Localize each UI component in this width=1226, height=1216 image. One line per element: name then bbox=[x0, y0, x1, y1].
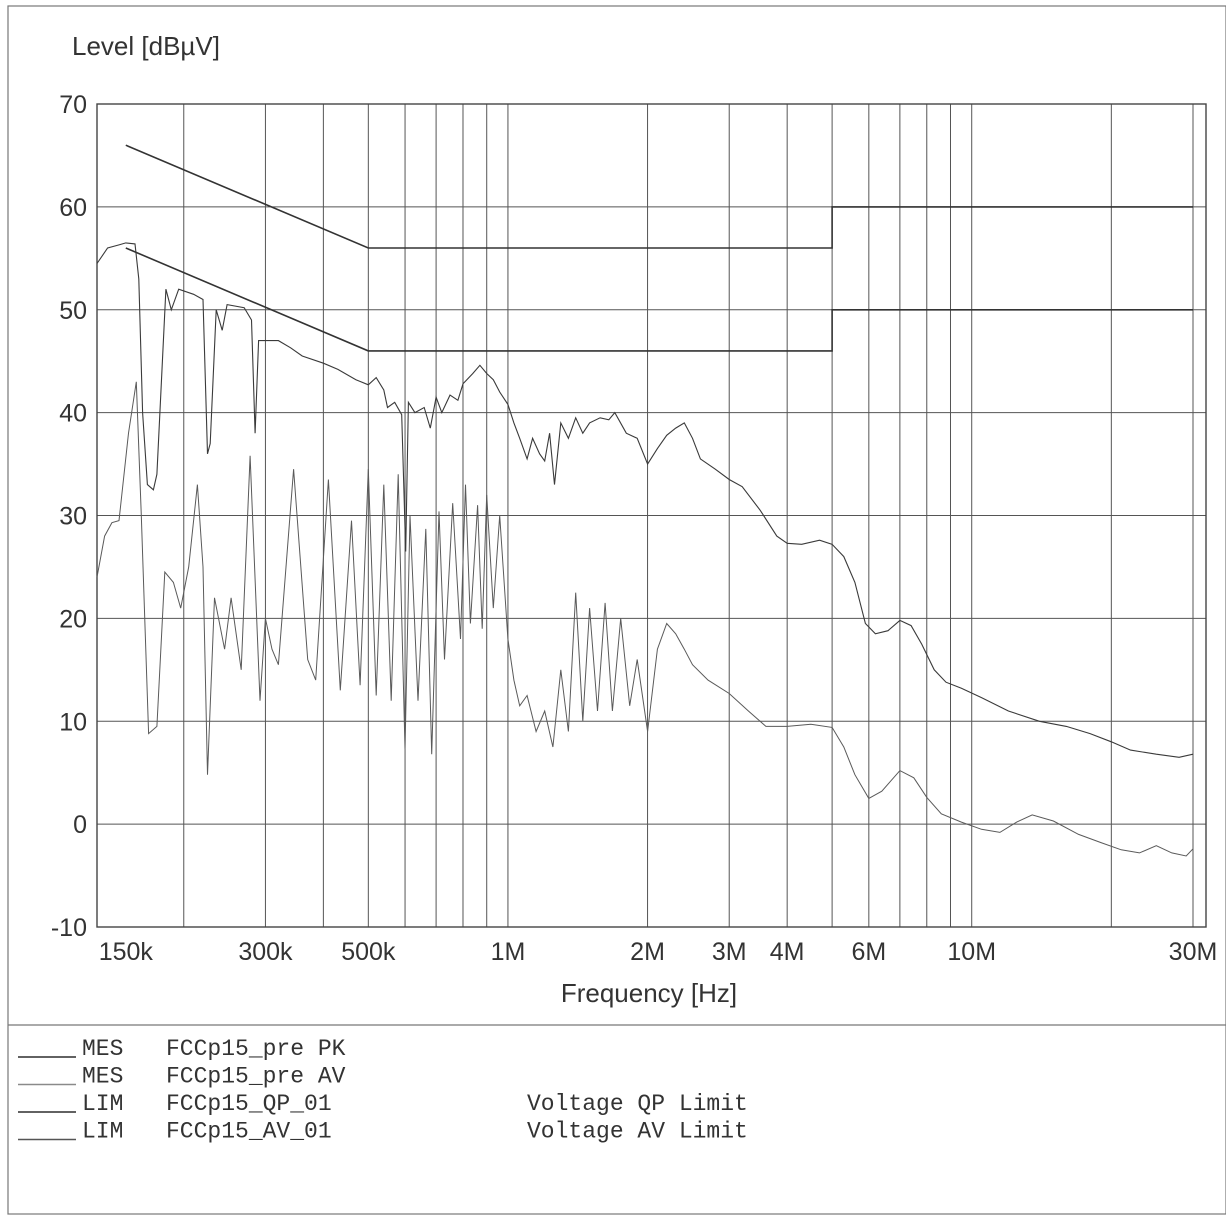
y-tick-label: 50 bbox=[59, 297, 87, 325]
legend-name: FCCp15_pre PK bbox=[166, 1036, 346, 1062]
x-tick-label: 3M bbox=[712, 938, 747, 966]
legend-name: FCCp15_pre AV bbox=[166, 1064, 346, 1090]
legend-name: FCCp15_AV_01 bbox=[166, 1119, 332, 1145]
y-tick-label: 40 bbox=[59, 400, 87, 428]
legend-type: MES bbox=[82, 1064, 123, 1090]
plot-grid bbox=[96, 103, 1207, 928]
y-tick-label: 60 bbox=[59, 194, 87, 222]
series-line-0 bbox=[125, 144, 1193, 249]
legend-type: LIM bbox=[82, 1119, 123, 1145]
legend-type: LIM bbox=[82, 1091, 123, 1117]
legend: MES FCCp15_pre PK MES FCCp15_pre AV LIM FCCp1… bbox=[18, 1036, 748, 1145]
x-tick-label: 10M bbox=[947, 938, 996, 966]
x-tick-label: 6M bbox=[851, 938, 886, 966]
x-axis-label: Frequency [Hz] bbox=[561, 978, 737, 1008]
outer-frame bbox=[7, 5, 1226, 1215]
plot-series bbox=[96, 144, 1194, 857]
x-tick-label: 4M bbox=[770, 938, 805, 966]
x-tick-label: 30M bbox=[1169, 938, 1218, 966]
legend-desc: Voltage AV Limit bbox=[527, 1119, 748, 1145]
y-axis-label: Level [dBµV] bbox=[72, 31, 220, 61]
legend-desc: Voltage QP Limit bbox=[527, 1091, 748, 1117]
series-line-2 bbox=[96, 242, 1194, 758]
series-line-1 bbox=[125, 247, 1193, 352]
axis-ticks: 70 60 50 40 30 20 10 0 -10 150k 300k 500k 1M 2M 3M 4M 6M… bbox=[51, 91, 1217, 966]
y-tick-label: -10 bbox=[51, 914, 87, 942]
x-tick-label: 150k bbox=[99, 938, 154, 966]
y-tick-label: 30 bbox=[59, 503, 87, 531]
y-tick-label: 70 bbox=[59, 91, 87, 119]
legend-type: MES bbox=[82, 1036, 123, 1062]
y-tick-label: 0 bbox=[73, 811, 87, 839]
y-tick-label: 20 bbox=[59, 605, 87, 633]
y-tick-label: 10 bbox=[59, 708, 87, 736]
x-tick-label: 500k bbox=[341, 938, 396, 966]
plot-frame bbox=[96, 103, 1207, 928]
x-tick-label: 1M bbox=[491, 938, 526, 966]
legend-name: FCCp15_QP_01 bbox=[166, 1091, 332, 1117]
series-line-3 bbox=[96, 381, 1194, 857]
x-tick-label: 300k bbox=[238, 938, 293, 966]
x-tick-label: 2M bbox=[630, 938, 665, 966]
